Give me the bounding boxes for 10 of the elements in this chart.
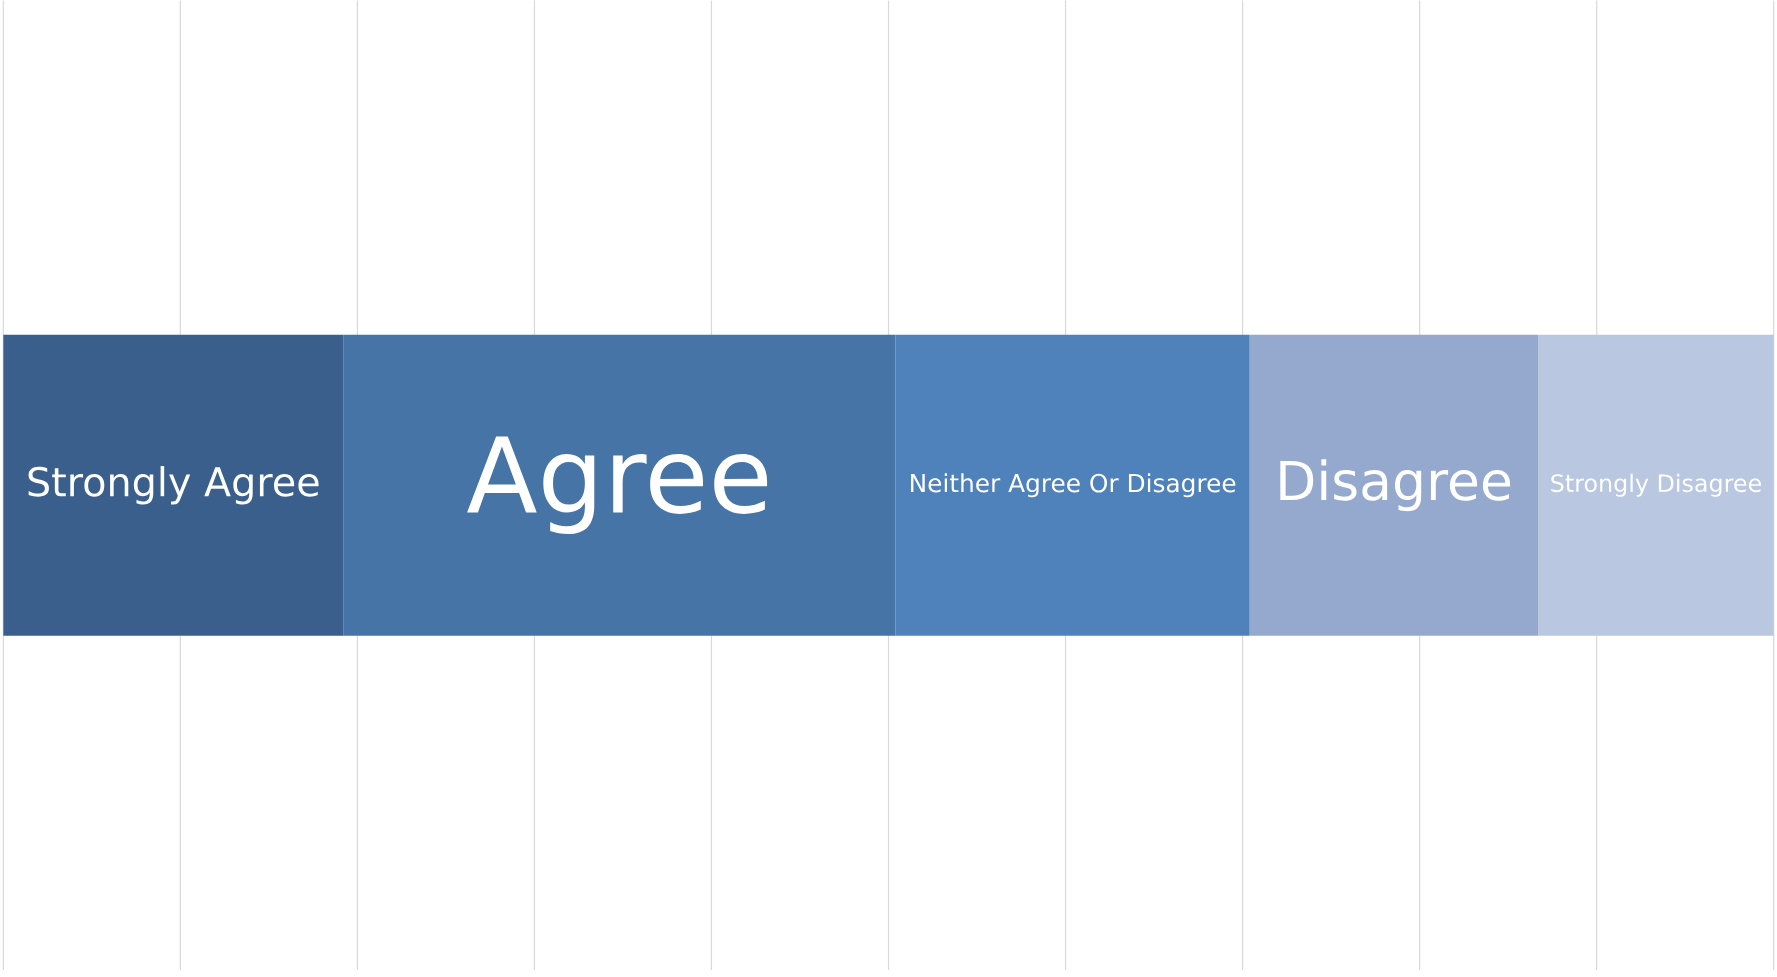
bar bbox=[1538, 334, 1774, 636]
bar bbox=[343, 334, 896, 636]
series-label: Disagree bbox=[1280, 459, 1511, 512]
series-label: Neither Agree Or Disagree bbox=[911, 473, 1236, 498]
bar bbox=[895, 334, 1250, 636]
series-label: Strongly Agree bbox=[28, 466, 319, 505]
bar bbox=[1249, 334, 1539, 636]
series-label: Strongly Disagree bbox=[1551, 473, 1761, 497]
series-label: Agree bbox=[467, 436, 768, 535]
bar bbox=[3, 334, 344, 636]
